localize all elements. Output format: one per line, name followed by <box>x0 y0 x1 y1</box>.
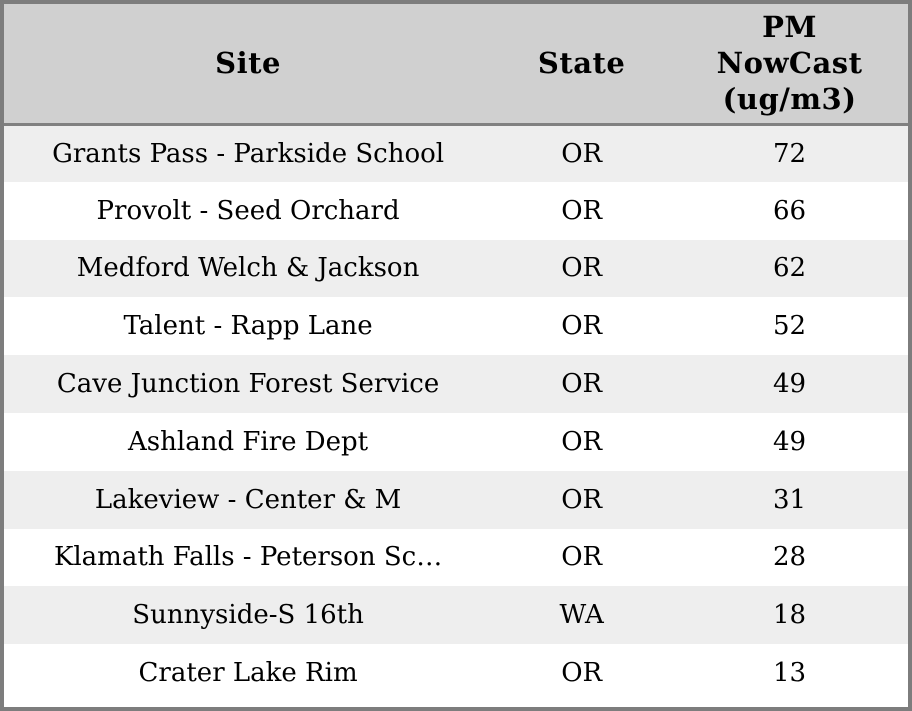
state-cell: OR <box>492 528 672 587</box>
state-cell: OR <box>492 181 672 240</box>
state-cell: OR <box>492 124 672 182</box>
site-name-cell: Grants Pass - Parkside School <box>4 124 493 182</box>
site-name-cell: Cave Junction Forest Service <box>4 355 493 413</box>
pm-nowcast-value-cell: 28 <box>671 528 908 587</box>
site-row[interactable]: Klamath Falls - Peterson Sc… OR 28 <box>4 528 908 587</box>
state-cell: OR <box>492 470 672 529</box>
site-name-cell: Talent - Rapp Lane <box>4 297 493 356</box>
site-row[interactable]: Grants Pass - Parkside School OR 72 <box>4 124 908 182</box>
table-header: Site State PM NowCast (ug/m3) <box>4 4 908 126</box>
site-name-cell: Klamath Falls - Peterson Sc… <box>4 528 493 587</box>
site-row[interactable]: Medford Welch & Jackson OR 62 <box>4 239 908 298</box>
site-name-cell: Lakeview - Center & M <box>4 470 493 529</box>
header-row: Site State PM NowCast (ug/m3) <box>4 4 908 126</box>
pm-nowcast-value-cell: 66 <box>671 181 908 240</box>
column-header-state-label: State <box>537 46 626 81</box>
site-name-cell: Crater Lake Rim <box>4 644 493 702</box>
site-row[interactable]: Sunnyside-S 16th WA 18 <box>4 586 908 645</box>
column-header-pm-nowcast: PM NowCast (ug/m3) <box>671 4 908 126</box>
pm-nowcast-value-cell: 62 <box>671 239 908 298</box>
state-cell: OR <box>492 412 672 471</box>
pm-nowcast-value-cell: 49 <box>671 355 908 413</box>
air-quality-sites-table: Site State PM NowCast (ug/m3) Grants Pas… <box>4 4 908 702</box>
site-row[interactable]: Crater Lake Rim OR 13 <box>4 644 908 702</box>
pm-nowcast-value-cell: 49 <box>671 412 908 471</box>
column-header-site-label: Site <box>215 46 281 81</box>
site-row[interactable]: Cave Junction Forest Service OR 49 <box>4 355 908 413</box>
site-name-cell: Provolt - Seed Orchard <box>4 181 493 240</box>
pm-nowcast-value-cell: 31 <box>671 470 908 529</box>
state-cell: OR <box>492 239 672 298</box>
site-name-cell: Sunnyside-S 16th <box>4 586 493 645</box>
pm-nowcast-value-cell: 18 <box>671 586 908 645</box>
pm-nowcast-value-cell: 13 <box>671 644 908 702</box>
column-header-site: Site <box>4 4 493 126</box>
table-body: Grants Pass - Parkside School OR 72 Prov… <box>4 124 908 702</box>
pm-nowcast-value-cell: 72 <box>671 124 908 182</box>
column-header-state: State <box>492 4 672 126</box>
state-cell: OR <box>492 644 672 702</box>
pm-nowcast-value-cell: 52 <box>671 297 908 356</box>
site-row[interactable]: Lakeview - Center & M OR 31 <box>4 470 908 529</box>
site-row[interactable]: Ashland Fire Dept OR 49 <box>4 412 908 471</box>
site-name-cell: Ashland Fire Dept <box>4 412 493 471</box>
site-row[interactable]: Talent - Rapp Lane OR 52 <box>4 297 908 356</box>
state-cell: OR <box>492 297 672 356</box>
site-row[interactable]: Provolt - Seed Orchard OR 66 <box>4 181 908 240</box>
state-cell: WA <box>492 586 672 645</box>
site-name-cell: Medford Welch & Jackson <box>4 239 493 298</box>
column-header-pm-nowcast-label: PM NowCast (ug/m3) <box>716 9 863 117</box>
state-cell: OR <box>492 355 672 413</box>
